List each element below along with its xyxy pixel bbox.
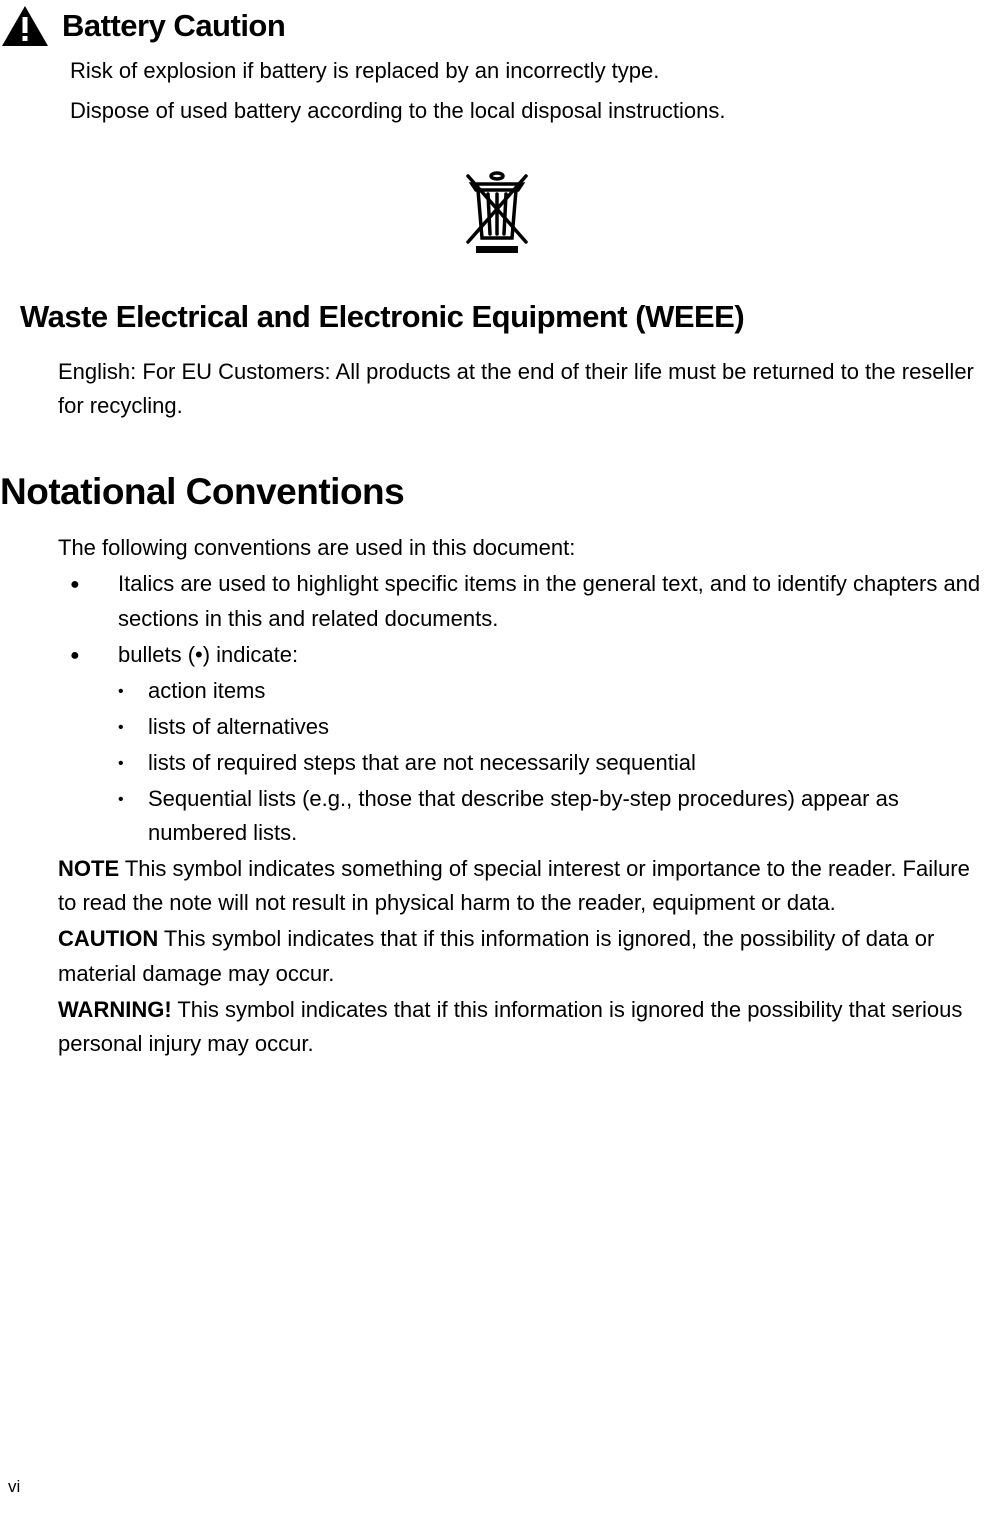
note-text: This symbol indicates something of speci… — [58, 856, 970, 915]
subbullet-text: lists of required steps that are not nec… — [148, 746, 696, 780]
battery-line-2: Dispose of used battery according to the… — [70, 94, 994, 128]
warning-paragraph: WARNING! This symbol indicates that if t… — [58, 993, 994, 1061]
note-label: NOTE — [58, 856, 119, 881]
battery-caution-heading: Battery Caution — [62, 8, 285, 44]
document-page: Battery Caution Risk of explosion if bat… — [0, 4, 994, 1061]
battery-line-1: Risk of explosion if battery is replaced… — [70, 54, 994, 88]
subbullet-text: lists of alternatives — [148, 710, 329, 744]
caution-label: CAUTION — [58, 926, 158, 951]
weee-icon-container — [0, 166, 994, 261]
subbullet-text: action items — [148, 674, 265, 708]
bullet-mark-icon: ● — [70, 567, 118, 635]
bullet-text: Italics are used to highlight specific i… — [118, 567, 994, 635]
bullet-mark-icon: ● — [70, 638, 118, 672]
caution-paragraph: CAUTION This symbol indicates that if th… — [58, 922, 994, 990]
warning-text: This symbol indicates that if this infor… — [58, 997, 962, 1056]
battery-heading-row: Battery Caution — [0, 4, 994, 48]
bullet-italics: ● Italics are used to highlight specific… — [70, 567, 994, 635]
conventions-intro: The following conventions are used in th… — [58, 531, 994, 565]
subbullet-text: Sequential lists (e.g., those that descr… — [148, 782, 994, 850]
weee-body: English: For EU Customers: All products … — [58, 355, 994, 423]
subbullet-alternatives: • lists of alternatives — [118, 710, 994, 744]
subbullet-action: • action items — [118, 674, 994, 708]
conventions-heading: Notational Conventions — [0, 471, 994, 513]
caution-text: This symbol indicates that if this infor… — [58, 926, 934, 985]
subbullet-sequential: • Sequential lists (e.g., those that des… — [118, 782, 994, 850]
page-number: vi — [8, 1477, 20, 1497]
subbullet-mark-icon: • — [118, 746, 148, 780]
warning-triangle-icon — [0, 4, 50, 48]
bullet-text: bullets (•) indicate: — [118, 638, 298, 672]
subbullet-mark-icon: • — [118, 782, 148, 850]
subbullet-required: • lists of required steps that are not n… — [118, 746, 994, 780]
weee-heading: Waste Electrical and Electronic Equipmen… — [20, 299, 994, 335]
note-paragraph: NOTE This symbol indicates something of … — [58, 852, 994, 920]
subbullet-mark-icon: • — [118, 674, 148, 708]
subbullet-mark-icon: • — [118, 710, 148, 744]
weee-crossed-bin-icon — [458, 243, 536, 260]
warning-label: WARNING! — [58, 997, 172, 1022]
bullet-bullets: ● bullets (•) indicate: — [70, 638, 994, 672]
